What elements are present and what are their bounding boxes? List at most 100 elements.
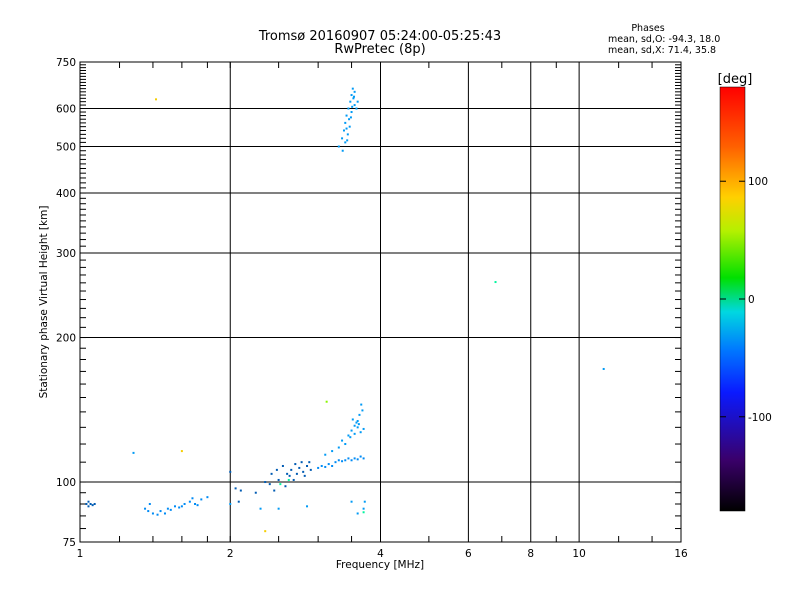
data-point	[264, 481, 267, 484]
data-point	[353, 457, 356, 460]
data-point	[362, 427, 365, 430]
data-point	[281, 464, 284, 467]
data-point	[132, 451, 135, 454]
data-point	[229, 502, 232, 505]
data-point	[353, 432, 356, 435]
chart-subtitle: RwPretec (8p)	[334, 42, 425, 57]
data-point	[169, 508, 172, 511]
data-point	[362, 511, 365, 514]
data-point	[237, 500, 240, 503]
data-point	[317, 466, 320, 469]
data-point	[173, 505, 176, 508]
data-point	[166, 507, 169, 510]
data-point	[259, 507, 262, 510]
data-point	[93, 502, 96, 505]
data-point	[327, 463, 330, 466]
data-point	[350, 111, 353, 114]
data-point	[144, 507, 147, 510]
data-point	[183, 502, 186, 505]
data-point	[206, 496, 209, 499]
x-tick-label: 10	[572, 548, 585, 560]
data-point	[346, 139, 349, 142]
data-point	[85, 502, 88, 505]
data-point	[344, 443, 347, 446]
data-point	[91, 504, 94, 507]
data-point	[308, 461, 311, 464]
data-point	[196, 504, 199, 507]
data-point	[320, 464, 323, 467]
data-point	[163, 512, 166, 515]
data-point	[347, 457, 350, 460]
data-point	[191, 497, 194, 500]
data-point	[331, 464, 334, 467]
data-point	[295, 472, 298, 475]
data-point	[494, 281, 497, 284]
data-point	[287, 478, 290, 481]
data-point	[353, 95, 356, 98]
x-tick-label: 1	[77, 548, 84, 560]
grid-lines	[79, 61, 682, 543]
data-point	[288, 474, 291, 477]
data-point	[342, 129, 345, 132]
data-point	[360, 403, 363, 406]
data-point	[355, 107, 358, 110]
data-point	[178, 506, 181, 509]
y-tick-label: 75	[63, 537, 76, 549]
data-point	[159, 510, 162, 513]
data-point	[341, 439, 344, 442]
data-point	[334, 461, 337, 464]
data-point	[156, 513, 159, 516]
data-point	[351, 418, 354, 421]
data-point	[356, 100, 359, 103]
y-axis-label: Stationary phase Virtual Height [km]	[38, 206, 50, 399]
x-tick-label: 6	[465, 548, 472, 560]
data-point	[292, 478, 295, 481]
data-point	[324, 465, 327, 468]
data-point	[306, 505, 309, 508]
data-point	[353, 424, 356, 427]
x-tick-labels: 1 2 4 6 8 10 16	[77, 548, 688, 560]
data-point	[254, 491, 257, 494]
data-point	[355, 421, 358, 424]
phase-stats-x: mean, sd,X: 71.4, 35.8	[608, 45, 716, 56]
data-point	[277, 478, 280, 481]
y-tick-label: 500	[56, 142, 76, 154]
data-point	[345, 114, 348, 117]
data-point	[200, 498, 203, 501]
data-point	[284, 485, 287, 488]
colorbar-tick-label: -100	[748, 412, 772, 424]
data-point	[331, 450, 334, 453]
data-point	[188, 500, 191, 503]
y-tick-label: 300	[56, 248, 76, 260]
data-point	[87, 505, 90, 508]
colorbar-tick-label: 100	[748, 176, 768, 188]
data-point	[351, 105, 354, 108]
data-point	[344, 459, 347, 462]
data-point	[362, 507, 365, 510]
data-point	[337, 459, 340, 462]
data-point	[194, 502, 197, 505]
data-point	[279, 483, 282, 486]
data-point	[306, 464, 309, 467]
data-point	[325, 400, 328, 403]
data-point	[346, 133, 349, 136]
data-point	[89, 502, 92, 505]
data-point	[234, 487, 237, 490]
data-point	[353, 104, 356, 107]
plot-frame	[79, 61, 682, 543]
y-tick-label: 200	[56, 333, 76, 345]
data-point	[358, 413, 361, 416]
data-point	[277, 507, 280, 510]
data-point	[363, 500, 366, 503]
colorbar-label: [deg]	[718, 72, 753, 87]
data-point	[356, 458, 359, 461]
data-point	[294, 463, 297, 466]
data-point	[348, 125, 351, 128]
data-point	[359, 455, 362, 458]
data-point	[359, 431, 362, 434]
y-tick-label: 750	[56, 57, 76, 69]
data-point	[347, 434, 350, 437]
data-point	[361, 409, 364, 412]
x-tick-label: 4	[377, 548, 384, 560]
